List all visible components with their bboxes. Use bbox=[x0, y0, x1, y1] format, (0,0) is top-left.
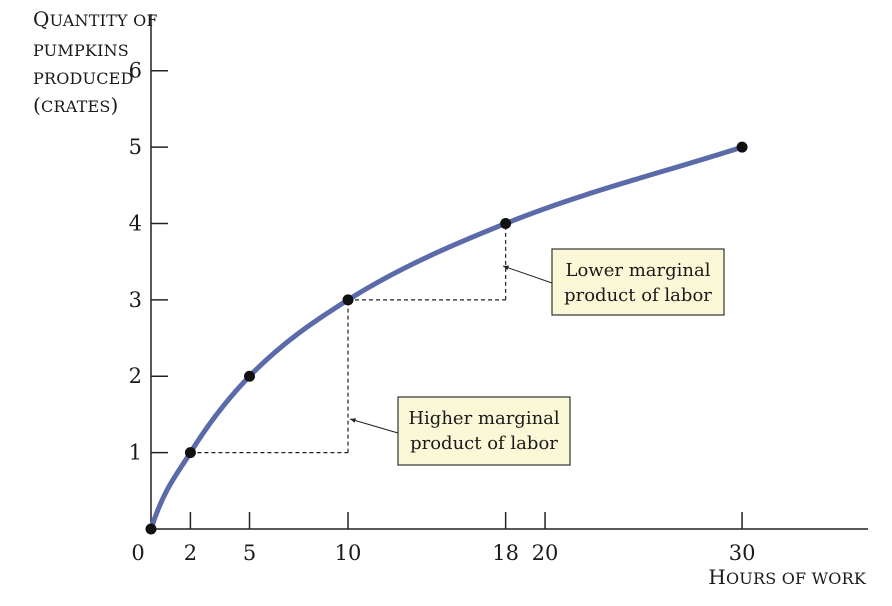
data-point-30-5 bbox=[736, 141, 748, 153]
y-tick-label-4: 4 bbox=[129, 211, 142, 235]
x-tick-label-10: 10 bbox=[335, 541, 362, 565]
data-point-0-0 bbox=[145, 523, 157, 535]
y-axis-title-line-1: QUANTITY OF bbox=[33, 7, 158, 31]
y-tick-label-1: 1 bbox=[129, 441, 142, 465]
data-points bbox=[145, 141, 748, 535]
y-tick-label-5: 5 bbox=[129, 135, 142, 159]
y-axis-title-line-3: PRODUCED bbox=[33, 69, 134, 88]
x-axis-title: HOURS OF WORK bbox=[708, 565, 867, 589]
x-tick-label-2: 2 bbox=[184, 541, 197, 565]
annotation-pointer-higher bbox=[349, 418, 399, 434]
y-axis-title-line-4: (CRATES) bbox=[33, 93, 119, 117]
annotation-text-lower-2: product of labor bbox=[564, 285, 712, 306]
annotation-higher: Higher marginal product of labor bbox=[349, 396, 571, 466]
annotation-pointer-lower bbox=[502, 265, 553, 284]
y-axis-title-line-2: PUMPKINS bbox=[33, 41, 129, 60]
x-tick-label-30: 30 bbox=[729, 541, 756, 565]
x-tick-label-18: 18 bbox=[492, 541, 519, 565]
y-axis-title: QUANTITY OF PUMPKINS PRODUCED (CRATES) bbox=[33, 7, 158, 117]
data-point-10-3 bbox=[342, 294, 354, 306]
annotation-box-lower bbox=[551, 248, 725, 316]
x-tick-label-5: 5 bbox=[243, 541, 256, 565]
annotation-arrowhead-higher bbox=[350, 418, 356, 423]
annotation-text-higher-2: product of labor bbox=[410, 433, 558, 454]
x-axis-ticks: 0 2 5 10 18 20 30 bbox=[131, 512, 755, 565]
axes bbox=[150, 14, 868, 530]
y-tick-label-6: 6 bbox=[129, 59, 142, 83]
marginal-product-steps bbox=[190, 223, 507, 454]
y-tick-label-3: 3 bbox=[129, 288, 142, 312]
data-point-2-1 bbox=[184, 447, 196, 459]
y-tick-label-2: 2 bbox=[129, 364, 142, 388]
annotation-arrowhead-lower bbox=[503, 265, 509, 271]
annotation-box-higher bbox=[397, 396, 571, 466]
x-tick-label-0: 0 bbox=[131, 541, 144, 565]
annotation-lower: Lower marginal product of labor bbox=[502, 248, 725, 316]
data-point-5-2 bbox=[244, 370, 256, 382]
annotation-text-higher-1: Higher marginal bbox=[408, 408, 560, 429]
x-tick-label-20: 20 bbox=[532, 541, 559, 565]
annotation-text-lower-1: Lower marginal bbox=[566, 260, 711, 281]
production-curve bbox=[148, 144, 745, 532]
y-axis-ticks: 1 2 3 4 5 6 bbox=[129, 59, 168, 465]
data-point-18-4 bbox=[500, 217, 512, 229]
